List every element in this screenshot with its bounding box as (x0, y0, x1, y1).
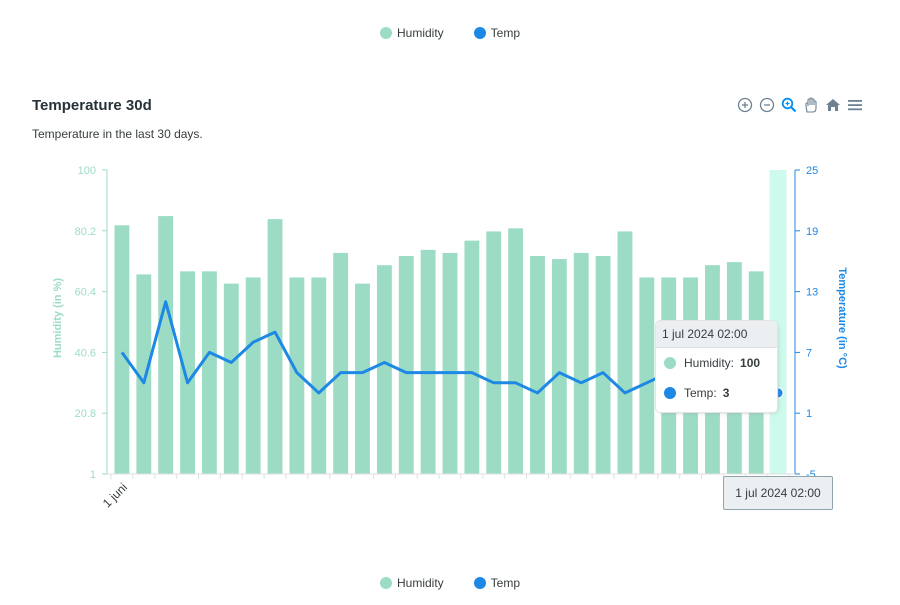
y-axis-label-right: Temperature (in °C) (836, 267, 848, 369)
humidity-bar[interactable] (180, 271, 195, 474)
legend-item-humidity[interactable]: Humidity (379, 576, 444, 590)
tooltip-label-temp: Temp: (684, 386, 717, 400)
humidity-bar[interactable] (442, 252, 458, 474)
legend-label-humidity: Humidity (396, 576, 444, 590)
tooltip-label-humidity: Humidity: (684, 356, 735, 370)
humidity-bar[interactable] (333, 252, 349, 474)
y-axis-label-left: Humidity (in %) (52, 278, 64, 358)
humidity-bar[interactable] (245, 277, 261, 474)
pan-hand-icon[interactable] (802, 96, 820, 114)
humidity-bar[interactable] (289, 277, 305, 474)
legend-marker-humidity (379, 577, 392, 589)
tooltip-row-temp: Temp: 3 (656, 378, 777, 408)
humidity-bar[interactable] (311, 277, 327, 474)
humidity-bar[interactable] (114, 225, 130, 474)
humidity-bar[interactable] (530, 255, 545, 474)
right-axis-tick-label: 25 (806, 165, 818, 177)
legend-marker-temp (473, 577, 486, 589)
left-axis-tick-label: 100 (78, 165, 96, 177)
right-axis-tick-label: 13 (806, 287, 818, 299)
x-axis: 1 juni (100, 473, 795, 510)
left-axis-tick-label: 20.8 (75, 408, 96, 420)
legend-item-temp[interactable]: Temp (473, 26, 521, 40)
x-axis-tooltip: 1 jul 2024 02:00 (723, 476, 833, 510)
humidity-bar[interactable] (420, 249, 436, 474)
legend-label-temp: Temp (490, 26, 521, 40)
legend-item-temp[interactable]: Temp (473, 576, 521, 590)
left-axis-tick-label: 40.6 (75, 347, 96, 359)
humidity-bar[interactable] (551, 259, 567, 474)
right-axis: 25 19 13 7 1 -5 (794, 165, 818, 481)
legend-label-temp: Temp (490, 576, 521, 590)
tooltip-title: 1 jul 2024 02:00 (656, 321, 777, 348)
tooltip-marker-temp (664, 387, 676, 399)
legend-label-humidity: Humidity (396, 26, 444, 40)
right-axis-tick-label: 7 (806, 347, 812, 359)
humidity-bar[interactable] (398, 255, 414, 474)
chart-toolbar (736, 96, 864, 114)
menu-icon[interactable] (846, 96, 864, 114)
data-tooltip: 1 jul 2024 02:00 Humidity: 100 Temp: 3 (655, 320, 778, 413)
humidity-bar[interactable] (267, 219, 283, 474)
left-axis-tick-label: 1 (90, 469, 96, 481)
humidity-bar[interactable] (617, 231, 633, 474)
tooltip-row-humidity: Humidity: 100 (656, 348, 777, 378)
humidity-bar[interactable] (508, 228, 524, 474)
zoom-out-icon[interactable] (758, 96, 776, 114)
humidity-bar[interactable] (639, 277, 655, 474)
legend-marker-temp (473, 27, 486, 39)
legend-top: Humidity Temp (0, 26, 900, 40)
right-axis-tick-label: 1 (806, 408, 812, 420)
humidity-bar[interactable] (486, 231, 502, 474)
humidity-bar[interactable] (223, 283, 239, 474)
zoom-in-icon[interactable] (736, 96, 754, 114)
humidity-bar[interactable] (376, 265, 392, 474)
humidity-bar[interactable] (201, 271, 217, 474)
left-axis-tick-label: 60.4 (75, 287, 96, 299)
humidity-bar[interactable] (158, 216, 174, 474)
humidity-bar[interactable] (136, 274, 152, 474)
humidity-bar[interactable] (355, 283, 370, 474)
legend-marker-humidity (379, 27, 392, 39)
humidity-bar[interactable] (595, 255, 611, 474)
left-axis: 100 80.2 60.4 40.6 20.8 1 (75, 165, 108, 481)
chart-title: Temperature 30d (32, 97, 152, 114)
tooltip-value-humidity: 100 (740, 356, 761, 370)
humidity-bar[interactable] (464, 240, 480, 474)
chart-subtitle: Temperature in the last 30 days. (32, 127, 203, 141)
selection-zoom-icon[interactable] (780, 96, 798, 114)
x-axis-tick-label: 1 juni (100, 480, 130, 510)
right-axis-tick-label: 19 (806, 226, 818, 238)
tooltip-value-temp: 3 (722, 386, 730, 400)
legend-bottom: Humidity Temp (0, 576, 900, 590)
tooltip-marker-humidity (664, 357, 676, 369)
humidity-bar[interactable] (573, 252, 589, 474)
right-axis-tick-label: -5 (806, 469, 816, 481)
home-reset-icon[interactable] (824, 96, 842, 114)
left-axis-tick-label: 80.2 (75, 226, 96, 238)
legend-item-humidity[interactable]: Humidity (379, 26, 444, 40)
